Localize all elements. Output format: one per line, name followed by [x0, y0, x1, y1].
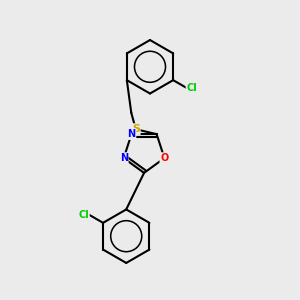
Text: N: N — [128, 129, 136, 139]
Text: N: N — [120, 153, 128, 163]
Text: Cl: Cl — [78, 210, 89, 220]
Text: Cl: Cl — [186, 83, 197, 93]
Text: S: S — [132, 124, 140, 134]
Text: O: O — [160, 153, 169, 163]
